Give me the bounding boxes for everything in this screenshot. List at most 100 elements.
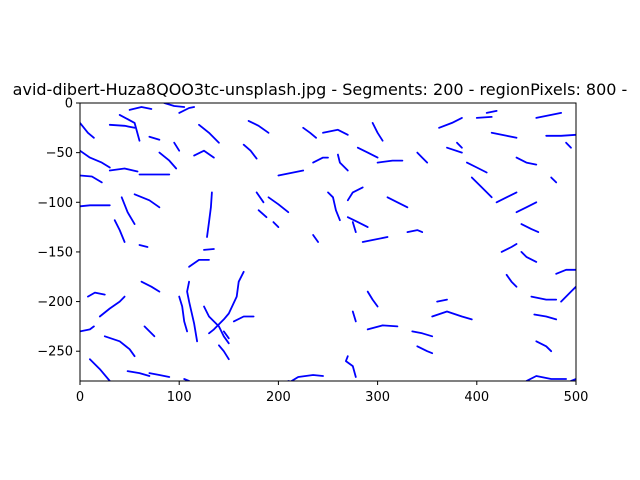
segment-line-54 <box>328 192 340 220</box>
x-tick-label: 400 <box>464 390 489 405</box>
segment-line-97 <box>566 143 571 148</box>
segment-line-77 <box>472 178 492 198</box>
segment-line-84 <box>517 158 537 165</box>
y-tick-label: 0 <box>65 97 73 112</box>
segment-line-64 <box>373 123 383 141</box>
y-tick-label: −100 <box>37 196 73 211</box>
segment-line-67 <box>407 230 422 232</box>
segment-line-88 <box>526 376 566 381</box>
segment-line-83 <box>507 275 517 287</box>
segment-line-44 <box>269 197 289 212</box>
segment-line-89 <box>531 297 556 300</box>
segment-line-46 <box>278 171 303 176</box>
segment-line-80 <box>492 133 517 138</box>
segment-line-40 <box>244 145 257 159</box>
segment-line-42 <box>257 192 264 202</box>
segment-line-28 <box>187 282 197 342</box>
y-tick-label: −200 <box>37 295 73 310</box>
segment-line-71 <box>432 312 472 320</box>
segment-line-6 <box>88 293 105 297</box>
segment-line-11 <box>115 220 125 242</box>
segment-line-90 <box>534 315 556 320</box>
y-tick-label: −50 <box>46 146 73 161</box>
segment-line-17 <box>142 282 160 292</box>
segment-line-92 <box>536 113 561 118</box>
segment-line-15 <box>130 107 152 110</box>
x-tick-label: 500 <box>564 390 589 405</box>
segment-line-50 <box>313 158 328 163</box>
chart-title: avid-dibert-Huza8QOO3tc-unsplash.jpg - S… <box>13 80 628 99</box>
segment-line-52 <box>323 130 348 135</box>
segment-line-93 <box>546 135 576 136</box>
segment-line-20 <box>140 245 148 247</box>
segment-line-23 <box>159 153 176 169</box>
segment-line-19 <box>149 137 159 140</box>
segment-line-85 <box>517 202 537 212</box>
segment-line-61 <box>363 237 388 242</box>
segment-line-9 <box>110 125 135 128</box>
segment-line-69 <box>417 153 427 163</box>
segment-line-27 <box>174 143 179 151</box>
segment-line-32 <box>204 249 214 250</box>
segment-line-1 <box>80 151 110 168</box>
y-tick-label: −150 <box>37 245 73 260</box>
segment-line-62 <box>368 292 378 307</box>
segment-line-4 <box>80 326 94 331</box>
segment-line-65 <box>378 161 403 163</box>
segment-line-95 <box>556 270 576 274</box>
segment-line-10 <box>110 169 138 172</box>
segment-line-91 <box>536 341 551 351</box>
segment-line-39 <box>234 317 254 322</box>
segment-line-0 <box>80 123 94 138</box>
segment-line-31 <box>194 151 214 158</box>
segment-line-7 <box>100 297 125 317</box>
y-tick-label: −250 <box>37 345 73 360</box>
segment-line-26 <box>179 297 187 332</box>
segment-line-59 <box>353 312 356 322</box>
segment-line-82 <box>502 244 517 252</box>
segment-line-14 <box>128 371 150 376</box>
segment-line-74 <box>447 148 462 153</box>
segment-line-43 <box>259 210 267 217</box>
x-tick-label: 200 <box>266 390 291 405</box>
segment-line-35 <box>204 307 229 344</box>
x-axis: 0 100 200 300 400 500 <box>76 381 589 405</box>
segment-line-41 <box>249 121 269 133</box>
segment-line-2 <box>80 176 102 183</box>
segment-line-76 <box>467 163 487 173</box>
segment-line-36 <box>209 272 244 334</box>
segment-line-73 <box>439 118 462 128</box>
segment-line-18 <box>145 326 155 336</box>
segment-line-58 <box>346 356 356 377</box>
segment-line-55 <box>348 187 363 200</box>
segment-line-16 <box>135 194 160 207</box>
segment-line-53 <box>338 155 348 171</box>
segment-line-12 <box>120 115 140 141</box>
segment-line-75 <box>457 143 462 148</box>
plot-frame <box>80 103 576 381</box>
segment-line-5 <box>90 359 110 381</box>
segment-line-30 <box>199 125 219 143</box>
segment-line-63 <box>368 325 398 329</box>
segment-line-51 <box>313 235 318 242</box>
segment-line-70 <box>417 346 432 353</box>
segment-line-60 <box>358 148 378 158</box>
segment-line-24 <box>164 103 184 107</box>
segment-line-13 <box>122 197 135 224</box>
y-axis: 0 −50 −100 −150 −200 −250 <box>37 97 80 360</box>
segment-line-25 <box>179 107 194 113</box>
segment-line-45 <box>273 222 278 227</box>
segment-line-72 <box>437 300 447 302</box>
segment-line-8 <box>105 336 135 356</box>
segment-line-57 <box>353 222 356 232</box>
x-tick-label: 100 <box>167 390 192 405</box>
segment-line-86 <box>521 224 538 232</box>
x-tick-label: 0 <box>76 390 84 405</box>
segment-line-56 <box>348 217 368 227</box>
segment-line-96 <box>561 287 576 302</box>
segment-line-68 <box>412 331 432 336</box>
segment-line-37 <box>219 345 229 359</box>
segment-line-94 <box>551 178 556 183</box>
segment-line-49 <box>303 128 316 138</box>
